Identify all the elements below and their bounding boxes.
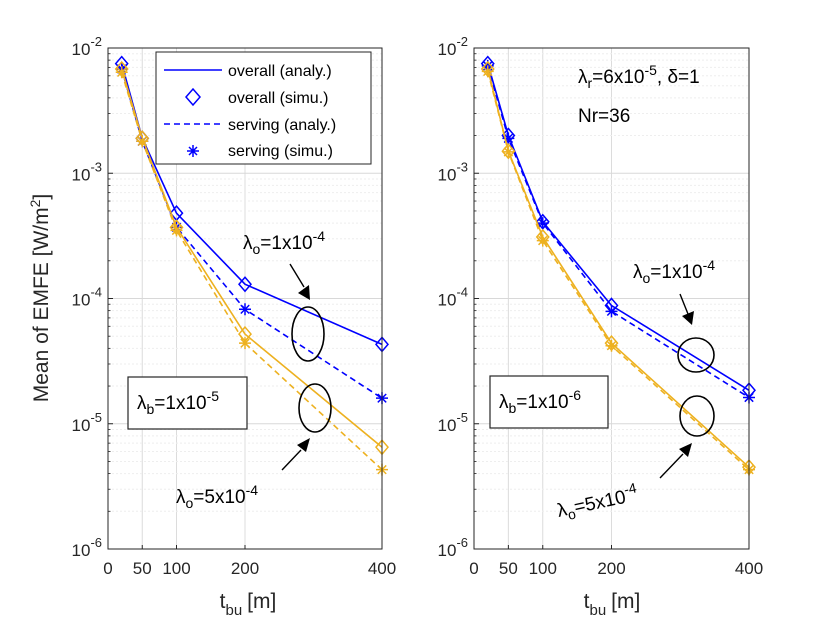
right-y-tick-label: 10-5 [438, 410, 468, 435]
left-lo1e-4-diamond-marker [238, 276, 252, 293]
left-x-axis-label: tbu [m] [220, 590, 277, 619]
left-ticks [107, 47, 383, 550]
right-y-tick-label: 10-2 [438, 34, 468, 59]
right-lo5e-4-star-marker [536, 234, 549, 247]
left-tick-labels: 0 50 100 200 400 10-6 10-5 10-4 10-3 10-2 [72, 34, 397, 578]
right-arrow-high [679, 293, 689, 315]
left-lambda-o-high-text: λo=1x10-4 [243, 228, 325, 257]
right-tick-labels: 0 50 100 200 400 10-6 10-5 10-4 10-3 10-2 [438, 34, 764, 578]
left-lo1e-4-star-marker [239, 303, 251, 316]
left-lambda-o-high-annotation: λo=1x10-4 [243, 228, 325, 362]
right-lambda-o-high-annotation: λo=1x10-4 [633, 257, 715, 373]
right-lo5e-4-star-marker [481, 65, 494, 78]
left-lambda-b-annotation: λb=1x10-5 [127, 376, 248, 430]
left-lambda-b-text: λb=1x10-5 [137, 388, 219, 417]
right-ellipse-high [677, 337, 715, 373]
right-x-tick-label: 0 [469, 559, 478, 578]
right-lambda-o-high-text: λo=1x10-4 [633, 257, 715, 286]
right-lambda-b-text: λb=1x10-6 [499, 387, 581, 416]
left-x-tick-label: 50 [133, 559, 152, 578]
left-ellipse-high [291, 306, 325, 362]
legend-label-serving-analy: serving (analy.) [228, 117, 336, 134]
left-arrow-low [281, 449, 302, 471]
left-lo5e-4-star-marker [239, 337, 251, 350]
left-x-tick-label: 0 [103, 559, 112, 578]
right-lambda-b-annotation: λb=1x10-6 [489, 375, 609, 429]
right-arrow-low [659, 453, 684, 479]
y-axis-label: Mean of EMFE [W/m2] [27, 194, 53, 403]
right-lo1e-4-star-marker [502, 132, 515, 145]
right-x-tick-label: 50 [499, 559, 518, 578]
legend-swatch-overall-simu [185, 87, 201, 107]
left-y-tick-label: 10-2 [72, 34, 102, 59]
right-lambda-b-box [489, 375, 609, 429]
left-y-tick-label: 10-6 [72, 535, 102, 560]
right-arrowhead-low [679, 443, 692, 457]
left-x-tick-label: 200 [231, 559, 259, 578]
right-serving-analy-lo1e-4-line [487, 65, 750, 399]
left-chart-panel: 0 50 100 200 400 10-6 10-5 10-4 10-3 10-2 Mean of… [27, 34, 396, 619]
left-x-tick-label: 400 [368, 559, 396, 578]
left-lo5e-4-star-marker [170, 224, 183, 237]
left-lambda-o-low-text: λo=5x10-4 [176, 482, 258, 511]
right-nr-text: Nr=36 [578, 106, 630, 127]
legend-label-overall-simu: overall (simu.) [228, 90, 328, 107]
left-y-tick-label: 10-3 [72, 159, 102, 184]
right-ticks [473, 47, 750, 550]
left-lo5e-4-star-marker [115, 66, 128, 79]
left-lambda-o-low-annotation: λo=5x10-4 [176, 383, 332, 511]
legend-swatch-serving-simu [187, 145, 199, 157]
left-lo5e-4-star-marker [136, 135, 149, 148]
right-arrowhead-high [682, 311, 694, 325]
left-x-tick-label: 100 [162, 559, 190, 578]
right-x-axis-label: tbu [m] [584, 590, 641, 619]
left-arrowhead-low [297, 438, 310, 452]
right-x-tick-label: 100 [529, 559, 557, 578]
left-ellipse-low [298, 383, 332, 433]
right-params-text: λr=6x10-5, δ=1 [578, 62, 700, 91]
right-lo1e-4-star-marker [605, 305, 618, 318]
left-y-tick-label: 10-4 [72, 285, 102, 310]
right-serving-analy-lo5e-4-line [487, 71, 750, 471]
left-series [114, 55, 389, 476]
legend-label-serving-simu: serving (simu.) [228, 143, 333, 160]
legend: overall (analy.) overall (simu.) serving… [155, 51, 372, 165]
left-arrow-high [289, 263, 305, 288]
legend-label-overall-analy: overall (analy.) [228, 63, 332, 80]
right-lo5e-4-star-marker [605, 339, 618, 352]
right-y-tick-label: 10-6 [438, 535, 468, 560]
left-arrowhead-high [298, 285, 310, 300]
left-lambda-b-box [127, 376, 248, 430]
left-y-tick-label: 10-5 [72, 410, 102, 435]
right-grid [474, 48, 749, 549]
left-serving-analy-lo5e-4-line [120, 72, 383, 471]
right-y-tick-label: 10-3 [438, 159, 468, 184]
right-x-tick-label: 200 [597, 559, 625, 578]
right-x-tick-label: 400 [735, 559, 763, 578]
right-lo5e-4-star-marker [502, 145, 515, 158]
right-ellipse-low [679, 395, 715, 437]
right-lo1e-4-star-marker [536, 217, 549, 230]
right-y-tick-label: 10-4 [438, 285, 468, 310]
